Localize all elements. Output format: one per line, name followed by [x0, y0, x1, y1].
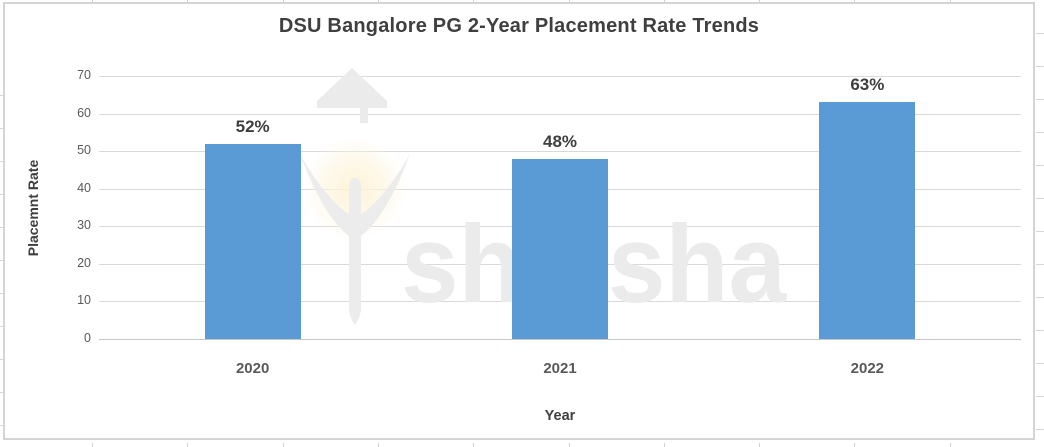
chart-area: DSU Bangalore PG 2-Year Placement Rate T…	[3, 2, 1035, 440]
sheet-row-tick	[0, 161, 3, 162]
sheet-row-tick	[1036, 396, 1044, 397]
sheet-column-tick	[950, 443, 951, 447]
sheet-row-tick	[0, 326, 3, 327]
gridline-70	[99, 76, 1021, 77]
data-label-2022: 63%	[850, 75, 885, 95]
y-axis-title-text: Placemnt Rate	[25, 159, 41, 257]
x-tick-label-2022: 2022	[850, 360, 885, 377]
sheet-column-tick	[92, 443, 93, 447]
sheet-row-tick	[1036, 231, 1044, 232]
sheet-row-tick	[1036, 429, 1044, 430]
sheet-row-tick	[0, 392, 3, 393]
bar-2020[interactable]	[204, 143, 301, 339]
x-tick-label-2021: 2021	[543, 360, 577, 377]
bar-2021[interactable]	[512, 158, 608, 339]
y-tick-label: 0	[84, 331, 91, 345]
sheet-row-tick	[0, 359, 3, 360]
sheet-row-tick	[1036, 165, 1044, 166]
y-tick-label: 20	[77, 255, 91, 270]
gridline-60	[99, 113, 1021, 115]
chart-title: DSU Bangalore PG 2-Year Placement Rate T…	[278, 15, 760, 37]
sheet-column-tick	[283, 443, 284, 447]
sheet-row-tick	[1036, 66, 1044, 67]
sheet-row-tick	[0, 128, 3, 129]
sheet-column-tick	[854, 443, 855, 447]
y-tick-label: 30	[77, 218, 91, 233]
sheet-column-tick	[569, 443, 570, 447]
sheet-column-tick	[473, 443, 474, 447]
sheet-row-tick	[0, 194, 3, 195]
sheet-column-tick	[664, 443, 665, 447]
sheet-row-tick	[0, 425, 3, 426]
x-tick-label-2020: 2020	[235, 360, 270, 377]
sheet-row-tick	[1036, 132, 1044, 133]
sheet-column-tick	[759, 443, 760, 447]
sheet-column-tick	[187, 443, 188, 447]
sheet-row-tick	[0, 95, 3, 96]
sheet-row-tick	[0, 293, 3, 294]
y-tick-label: 50	[77, 143, 91, 158]
y-tick-label: 40	[77, 180, 91, 195]
sheet-row-tick	[1036, 297, 1044, 298]
data-label-2020: 52%	[235, 116, 270, 136]
sheet-row-tick	[1036, 330, 1044, 331]
bar-2022[interactable]	[819, 102, 916, 339]
sheet-row-tick	[1036, 99, 1044, 100]
gridline-0	[99, 339, 1021, 340]
gridline-50	[99, 151, 1021, 153]
sheet-row-tick	[0, 227, 3, 228]
y-tick-label: 70	[77, 68, 91, 82]
sheet-row-tick	[1036, 264, 1044, 265]
plot-area: 52% 48% 63%	[99, 75, 1021, 340]
sheet-row-tick	[1036, 363, 1044, 364]
y-tick-label: 10	[77, 293, 91, 308]
sheet-column-tick	[378, 443, 379, 447]
sheet-row-tick	[1036, 33, 1044, 34]
sheet-row-tick	[1036, 198, 1044, 199]
x-axis-title: Year	[544, 408, 576, 424]
y-tick-label: 60	[77, 105, 91, 120]
data-label-2021: 48%	[542, 131, 578, 151]
sheet-row-tick	[0, 260, 3, 261]
